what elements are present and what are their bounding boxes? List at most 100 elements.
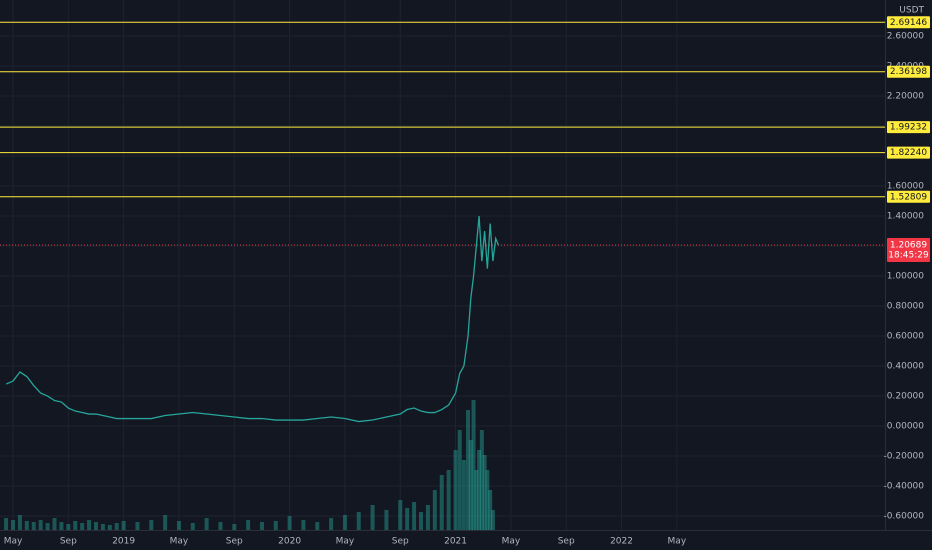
x-tick-label: Sep	[226, 537, 243, 547]
volume-bar	[356, 512, 361, 530]
volume-bar	[246, 520, 251, 530]
x-tick-label: May	[336, 537, 355, 547]
volume-bar	[432, 490, 437, 530]
level-label: 1.82240	[890, 148, 927, 158]
volume-bar	[107, 525, 112, 530]
volume-bar	[287, 516, 292, 530]
volume-bar	[425, 505, 430, 530]
volume-bar	[87, 520, 92, 530]
level-label: 2.36198	[890, 67, 927, 77]
volume-bar	[412, 502, 417, 530]
y-tick-label: 0.40000	[887, 362, 924, 372]
volume-bar	[342, 515, 347, 530]
volume-bar	[73, 521, 78, 530]
volume-bar	[301, 520, 306, 530]
price-line	[5, 215, 500, 423]
level-label: 2.69146	[890, 18, 927, 28]
volume-bar	[405, 508, 410, 530]
volume-bar	[485, 470, 490, 530]
y-tick-label: 2.20000	[887, 92, 924, 102]
volume-bar	[163, 515, 168, 530]
y-tick-label: 1.60000	[887, 182, 924, 192]
volume-bar	[4, 518, 9, 530]
x-tick-label: Sep	[60, 537, 77, 547]
x-tick-label: May	[4, 537, 23, 547]
volume-bar	[149, 520, 154, 530]
x-tick-label: 2021	[444, 537, 467, 547]
volume-bar	[477, 450, 482, 530]
y-tick-label: -0.20000	[884, 452, 925, 462]
x-tick-label: 2019	[112, 537, 135, 547]
volume-bar	[218, 522, 223, 530]
x-tick-label: Sep	[558, 537, 575, 547]
volume-bar	[457, 430, 462, 530]
volume-bar	[273, 521, 278, 530]
volume-bar	[204, 518, 209, 530]
volume-bar	[370, 505, 375, 530]
x-tick-label: May	[170, 537, 189, 547]
y-tick-label: 2.60000	[887, 32, 924, 42]
level-label: 1.52809	[890, 192, 927, 202]
x-tick-label: May	[502, 537, 521, 547]
volume-bar	[38, 520, 43, 530]
level-tag	[887, 121, 930, 134]
volume-bar	[446, 470, 451, 530]
volume-bar	[52, 518, 57, 530]
volume-bar	[66, 524, 71, 530]
volume-bar	[45, 523, 50, 530]
x-tick-label: 2020	[278, 537, 301, 547]
volume-bar	[439, 475, 444, 530]
volume-bar	[232, 524, 237, 530]
x-tick-label: 2022	[610, 537, 633, 547]
volume-bar	[135, 522, 140, 530]
y-tick-label: 1.40000	[887, 212, 924, 222]
x-tick-label: Sep	[392, 537, 409, 547]
volume-bar	[11, 520, 16, 530]
level-tag	[887, 146, 930, 159]
volume-bar	[398, 500, 403, 530]
volume-bar	[466, 410, 471, 530]
y-tick-label: -0.40000	[884, 482, 925, 492]
volume-bar	[176, 521, 181, 530]
volume-bar	[190, 523, 195, 530]
volume-bar	[468, 440, 473, 530]
y-tick-label: 0.20000	[887, 392, 924, 402]
y-tick-label: -0.60000	[884, 512, 925, 522]
volume-bar	[93, 522, 98, 530]
volume-bar	[59, 522, 64, 530]
y-tick-label: 1.00000	[887, 272, 924, 282]
level-tag	[887, 190, 930, 203]
volume-bar	[418, 512, 423, 530]
volume-bar	[315, 522, 320, 530]
level-label: 1.99232	[890, 123, 927, 133]
volume-bar	[259, 522, 264, 530]
last-price-label: 1.20689	[890, 240, 927, 250]
y-tick-label: 0.00000	[887, 422, 924, 432]
level-tag	[887, 16, 930, 29]
volume-bar	[114, 523, 119, 530]
last-price-tag	[887, 237, 930, 262]
level-tag	[887, 65, 930, 78]
y-tick-label: 0.60000	[887, 332, 924, 342]
volume-bar	[453, 450, 458, 530]
countdown: 18:45:29	[888, 250, 929, 260]
volume-bar	[121, 521, 126, 530]
volume-bar	[31, 522, 36, 530]
volume-bar	[100, 524, 105, 530]
volume-bar	[17, 515, 22, 530]
volume-bar	[479, 430, 484, 530]
volume-bar	[488, 490, 493, 530]
volume-bar	[490, 510, 495, 530]
y-tick-label: 0.80000	[887, 302, 924, 312]
volume-bar	[471, 400, 476, 530]
volume-bar	[24, 521, 29, 530]
x-tick-label: May	[668, 537, 687, 547]
currency: USDT	[899, 6, 924, 16]
volume-bar	[482, 455, 487, 530]
volume-bar	[384, 510, 389, 530]
volume-bar	[329, 518, 334, 530]
volume-bar	[80, 523, 85, 530]
volume-bar	[461, 460, 466, 530]
